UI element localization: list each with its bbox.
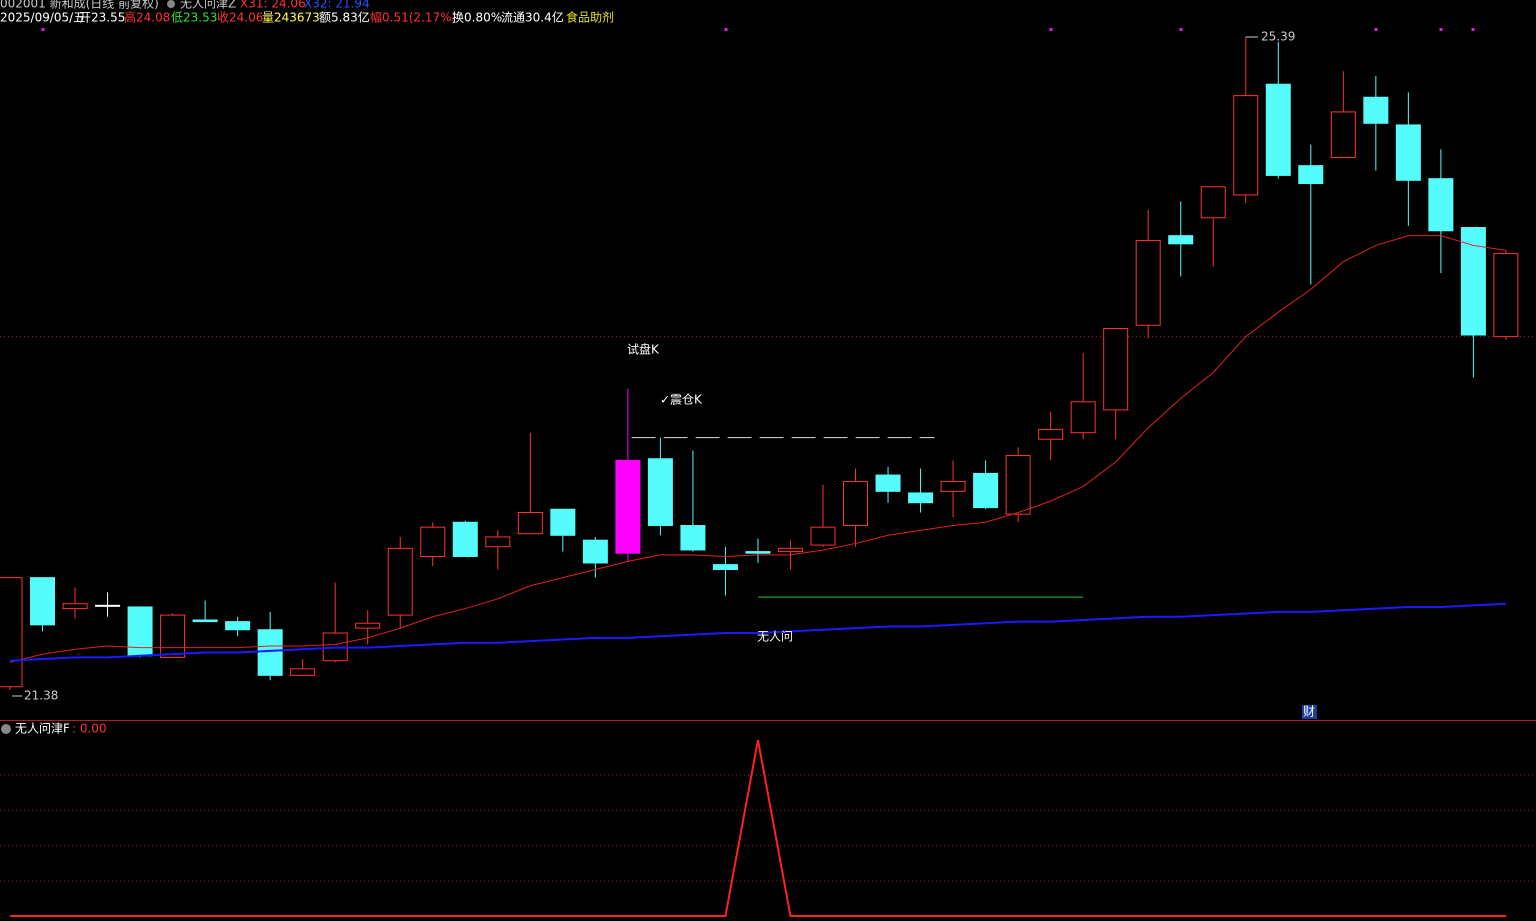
annotation: 试盘K [627, 342, 660, 357]
candle-body [615, 459, 641, 554]
candle-body [875, 474, 901, 492]
candle-body [452, 521, 478, 557]
menu-icon[interactable] [167, 0, 175, 8]
low-label: 21.38 [24, 689, 58, 703]
candle-body [843, 481, 869, 527]
candle-body [908, 492, 934, 504]
candle-body [290, 668, 316, 676]
header-text: 流通30.4亿 [501, 10, 564, 25]
header-text: 额5.83亿 [319, 10, 370, 25]
candle-body [647, 458, 673, 527]
indicator-line [10, 739, 1506, 917]
candle-body [192, 619, 218, 623]
header-text: 换0.80% [452, 11, 502, 25]
candle-body [517, 512, 543, 535]
signal-dot [41, 28, 45, 31]
candle-body [550, 508, 576, 536]
header-text: 无人问津Z [180, 0, 236, 11]
candle-body [1493, 253, 1519, 338]
candle-body [810, 526, 836, 546]
candle-body [1363, 96, 1389, 124]
ma-line [9, 602, 1506, 662]
candle-body [95, 604, 121, 607]
candle-body [940, 481, 966, 492]
candle-body [1265, 83, 1291, 176]
signal-dot [1439, 28, 1443, 31]
candle-body [1395, 124, 1421, 181]
candle-body [1298, 165, 1324, 185]
header-text: 低23.53 [171, 11, 217, 25]
candle-body [1460, 227, 1486, 336]
signal-dot [1471, 28, 1475, 31]
header-text: 收24.06 [217, 11, 263, 25]
high-label: 25.39 [1261, 30, 1295, 44]
header-text: 002001 新和成(日线 前复权) [0, 0, 159, 11]
candle-body [127, 606, 153, 657]
indicator-title: 无人问津F [15, 722, 70, 736]
candle-body [160, 614, 186, 658]
candle-body [712, 564, 738, 570]
badge[interactable]: 财 [1303, 705, 1315, 719]
candle-body [1330, 111, 1356, 159]
header-text: 幅0.51(2.17%) [370, 10, 456, 25]
header-text: X31: 24.06 [240, 0, 306, 11]
signal-dot [1374, 28, 1378, 31]
candle-body [1233, 95, 1259, 196]
header-text: 量243673 [262, 11, 320, 25]
annotation: ✓震仓K [660, 393, 703, 407]
header-text: 高24.08 [124, 10, 170, 25]
candle-body [420, 526, 446, 557]
signal-dot [724, 28, 728, 31]
ma-line [9, 235, 1506, 663]
candle-body [1103, 327, 1129, 411]
candle-body [680, 525, 706, 551]
candle-body [257, 629, 283, 676]
candle-body [62, 603, 88, 610]
badge-bg[interactable] [1302, 705, 1317, 719]
candle-body [1038, 428, 1064, 440]
candle-body [387, 547, 413, 616]
candle-body [485, 536, 511, 548]
candle-body [582, 539, 608, 564]
annotation: 无人问 [757, 630, 793, 644]
candle-body [1135, 240, 1161, 326]
menu-icon[interactable] [1, 724, 11, 734]
header-text: 开23.55 [79, 11, 125, 25]
header-text: X32: 21.94 [304, 0, 370, 11]
candle-body [355, 622, 381, 629]
candle-body [777, 547, 803, 553]
candle-body [1200, 186, 1226, 219]
header-text: 食品助剂 [566, 10, 614, 25]
candle-body [1428, 178, 1454, 232]
indicator-value: : 0.00 [72, 722, 107, 736]
candle-body [1070, 401, 1096, 434]
signal-dot [1049, 28, 1053, 31]
candle-body [1168, 235, 1194, 245]
signal-dot [1179, 28, 1183, 31]
candle-body [973, 472, 999, 509]
candle-body [0, 577, 23, 688]
candle-body [745, 551, 771, 554]
candle-body [225, 621, 251, 631]
candle-body [30, 577, 56, 626]
header-text: 2025/09/05/五 [0, 11, 85, 25]
candle-body [1005, 455, 1031, 515]
